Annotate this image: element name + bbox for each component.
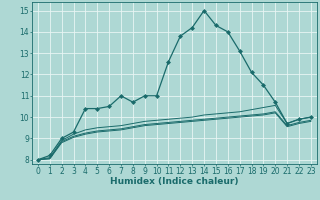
X-axis label: Humidex (Indice chaleur): Humidex (Indice chaleur) bbox=[110, 177, 239, 186]
